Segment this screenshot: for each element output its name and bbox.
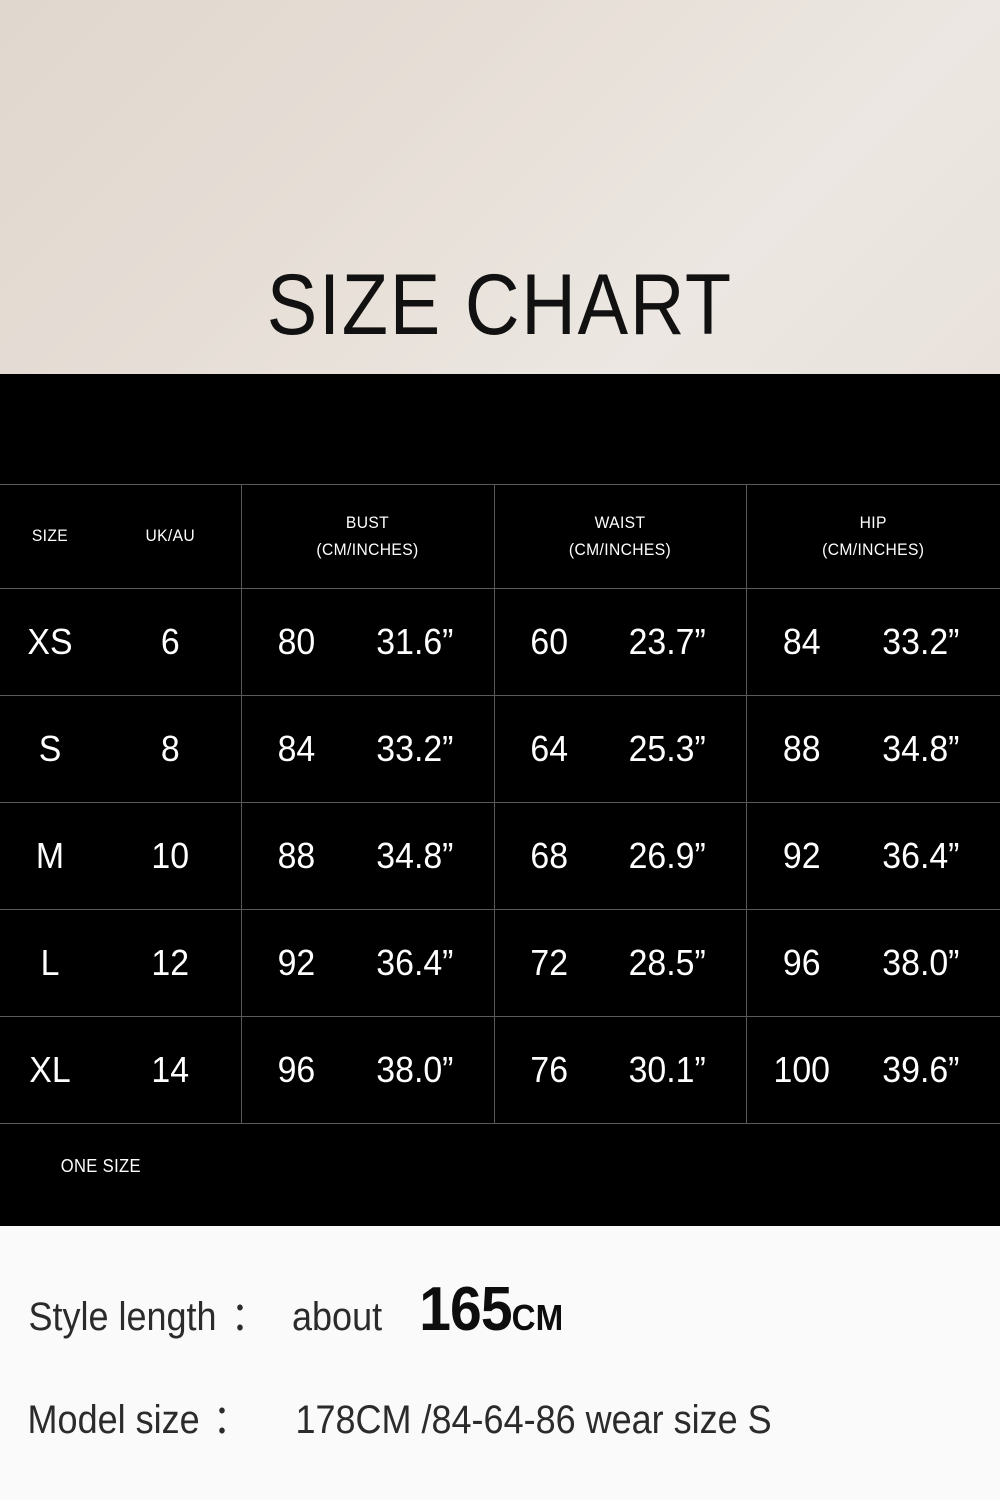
table-row: S 8 84 33.2” 64 25.3”	[0, 695, 1000, 803]
cell-hip: 100 39.6”	[753, 1016, 993, 1124]
cell-ukau: 14	[104, 1016, 237, 1124]
cell-waist-cm: 60	[530, 621, 569, 662]
header-banner: SIZE CHART	[0, 0, 1000, 374]
cell-bust: 84 33.2”	[248, 695, 487, 803]
column-header-hip-unit: (CM/INCHES)	[822, 539, 925, 559]
cell-waist-cm: 72	[530, 942, 569, 983]
cell-bust: 88 34.8”	[248, 802, 487, 910]
page-title: SIZE CHART	[266, 257, 734, 353]
cell-hip: 88 34.8”	[753, 695, 993, 803]
cell-bust: 96 38.0”	[248, 1016, 487, 1124]
table-row: M 10 88 34.8” 68 26.9”	[0, 802, 1000, 910]
column-header-waist-label: WAIST	[594, 513, 646, 533]
column-header-bust: BUST (CM/INCHES)	[250, 484, 484, 589]
cell-hip-inch: 38.0”	[882, 942, 960, 983]
cell-bust-cm: 88	[277, 835, 316, 876]
model-size-label: Model size	[27, 1398, 200, 1442]
cell-waist-cm: 68	[530, 835, 569, 876]
cell-waist-inch: 28.5”	[628, 942, 706, 983]
one-size-label: ONE SIZE	[0, 1123, 920, 1209]
cell-hip: 84 33.2”	[753, 588, 993, 696]
cell-hip: 92 36.4”	[753, 802, 993, 910]
cell-hip-cm: 92	[782, 835, 821, 876]
style-length-unit: CM	[511, 1297, 564, 1338]
cell-bust-inch: 34.8”	[376, 835, 454, 876]
cell-waist-cm: 64	[530, 728, 569, 769]
style-length-label: Style length	[28, 1295, 217, 1339]
model-size-line: Model size ： 178CM /84-64-86 wear size S	[18, 1387, 1000, 1445]
cell-size: S	[3, 695, 97, 803]
table-row: XL 14 96 38.0” 76 30.1”	[0, 1016, 1000, 1124]
table-row: XS 6 80 31.6” 60 23.7”	[0, 588, 1000, 696]
table-row: L 12 92 36.4” 72 28.5”	[0, 909, 1000, 1017]
column-header-bust-unit: (CM/INCHES)	[316, 539, 419, 559]
cell-waist-inch: 30.1”	[628, 1049, 706, 1090]
cell-ukau: 6	[104, 588, 237, 696]
cell-hip-cm: 84	[782, 621, 821, 662]
column-header-hip: HIP (CM/INCHES)	[755, 484, 990, 589]
cell-ukau: 8	[104, 695, 237, 803]
cell-size: L	[3, 909, 97, 1017]
cell-waist: 68 26.9”	[501, 802, 739, 910]
cell-hip-cm: 88	[782, 728, 821, 769]
one-size-row: ONE SIZE	[0, 1123, 1000, 1209]
cell-waist-inch: 25.3”	[628, 728, 706, 769]
column-header-size: SIZE	[4, 484, 96, 589]
size-table: SIZE UK/AU BUST (CM/INCHES) WAIST (CM/IN…	[0, 484, 1000, 1209]
style-length-number: 165	[419, 1275, 512, 1344]
style-length-colon: ：	[231, 1295, 268, 1339]
cell-waist: 64 25.3”	[501, 695, 739, 803]
column-header-ukau: UK/AU	[105, 484, 236, 589]
cell-bust-cm: 92	[277, 942, 316, 983]
table-header-row: SIZE UK/AU BUST (CM/INCHES) WAIST (CM/IN…	[0, 484, 1000, 589]
cell-bust-cm: 80	[277, 621, 316, 662]
footer-notes: Style length ： about 165CM Model size ： …	[0, 1226, 1000, 1500]
cell-waist: 72 28.5”	[501, 909, 739, 1017]
cell-waist: 76 30.1”	[501, 1016, 739, 1124]
cell-size: XL	[3, 1016, 97, 1124]
style-length-line: Style length ： about 165CM	[18, 1274, 1000, 1345]
cell-bust-inch: 31.6”	[376, 621, 454, 662]
column-header-ukau-label: UK/AU	[145, 526, 196, 546]
style-length-value: 165CM	[419, 1274, 563, 1345]
style-length-about: about	[292, 1295, 383, 1339]
cell-hip-cm: 96	[782, 942, 821, 983]
cell-bust-inch: 36.4”	[376, 942, 454, 983]
cell-hip-inch: 34.8”	[882, 728, 960, 769]
model-size-colon: ：	[213, 1398, 250, 1442]
cell-ukau: 12	[104, 909, 237, 1017]
cell-hip: 96 38.0”	[753, 909, 993, 1017]
column-header-waist-unit: (CM/INCHES)	[568, 539, 672, 559]
model-size-value: 178CM /84-64-86 wear size S	[295, 1398, 772, 1442]
column-header-size-label: SIZE	[31, 526, 69, 546]
cell-ukau: 10	[104, 802, 237, 910]
cell-size: M	[3, 802, 97, 910]
cell-bust-cm: 96	[277, 1049, 316, 1090]
cell-waist: 60 23.7”	[501, 588, 739, 696]
cell-waist-inch: 23.7”	[628, 621, 706, 662]
cell-bust-cm: 84	[277, 728, 316, 769]
cell-hip-inch: 39.6”	[882, 1049, 960, 1090]
cell-hip-inch: 33.2”	[882, 621, 960, 662]
cell-hip-cm: 100	[773, 1049, 830, 1090]
column-header-bust-label: BUST	[345, 513, 390, 533]
cell-bust-inch: 38.0”	[376, 1049, 454, 1090]
cell-bust: 80 31.6”	[248, 588, 487, 696]
cell-bust-inch: 33.2”	[376, 728, 454, 769]
cell-size: XS	[3, 588, 97, 696]
column-header-waist: WAIST (CM/INCHES)	[503, 484, 736, 589]
cell-waist-inch: 26.9”	[628, 835, 706, 876]
size-table-section: SIZE UK/AU BUST (CM/INCHES) WAIST (CM/IN…	[0, 374, 1000, 1226]
cell-hip-inch: 36.4”	[882, 835, 960, 876]
column-header-hip-label: HIP	[859, 513, 887, 533]
cell-bust: 92 36.4”	[248, 909, 487, 1017]
cell-waist-cm: 76	[530, 1049, 569, 1090]
